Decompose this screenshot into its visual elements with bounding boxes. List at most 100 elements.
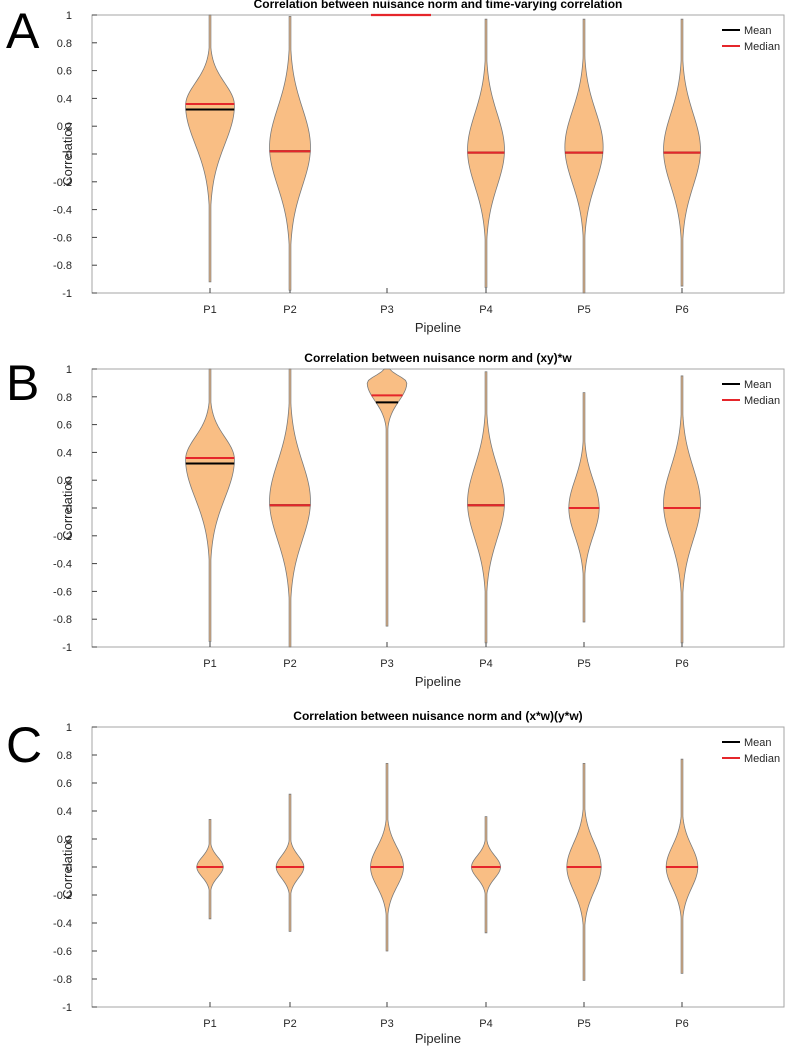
y-axis-label: Correlation [60, 476, 75, 540]
x-tick-label: P6 [675, 658, 688, 670]
y-tick-label: 0.4 [57, 806, 72, 818]
legend-median-label: Median [744, 753, 780, 765]
y-axis-label: Correlation [60, 835, 75, 899]
y-tick-label: -0.6 [53, 232, 72, 244]
y-tick-label: 0 [66, 149, 72, 161]
y-tick-label: 1 [66, 364, 72, 376]
y-tick-label: -1 [62, 288, 72, 300]
violin-p2 [269, 368, 311, 648]
x-tick-label: P3 [380, 304, 393, 316]
y-axis-label: Correlation [60, 122, 75, 186]
violin-p1 [196, 819, 224, 920]
violin-p3 [370, 763, 404, 952]
violin-p6 [663, 18, 701, 287]
legend: Mean Median [722, 25, 780, 53]
y-tick-label: -0.4 [53, 918, 72, 930]
violin-p4 [467, 18, 505, 288]
chart-title: Correlation between nuisance norm and (x… [293, 709, 582, 723]
y-tick-label: -0.6 [53, 946, 72, 958]
violin-body [275, 793, 305, 932]
x-tick-label: P5 [577, 1018, 590, 1030]
x-tick-label: P3 [380, 658, 393, 670]
violin-p5 [564, 18, 604, 294]
y-tick-label: 0.4 [57, 447, 72, 459]
y-tick-label: 0.8 [57, 750, 72, 762]
violin-p4 [467, 371, 505, 644]
violin-p2 [269, 15, 311, 291]
violin-body [467, 371, 505, 644]
chart-panel-c: C Correlation between nuisance norm and (… [6, 709, 785, 1046]
y-tick-label: 0.6 [57, 778, 72, 790]
y-tick-label: 0.6 [57, 66, 72, 78]
violin-body [366, 368, 408, 627]
violin-body [564, 18, 604, 294]
x-tick-label: P4 [479, 658, 492, 670]
x-tick-label: P1 [203, 304, 216, 316]
violin-p5 [566, 763, 602, 981]
y-tick-label: 0.2 [57, 834, 72, 846]
x-tick-label: P4 [479, 304, 492, 316]
y-tick-label: -0.4 [53, 559, 72, 571]
chart-title: Correlation between nuisance norm and (x… [304, 351, 572, 365]
y-tick-label: -1 [62, 642, 72, 654]
violin-body [269, 15, 311, 291]
x-tick-label: P2 [283, 304, 296, 316]
y-tick-label: 0.2 [57, 121, 72, 133]
y-tick-label: -0.8 [53, 614, 72, 626]
y-tick-label: -1 [62, 1002, 72, 1014]
y-tick-label: 0 [66, 503, 72, 515]
chart-panel-b: B Correlation between nuisance norm and (… [6, 351, 785, 689]
y-tick-label: 0.8 [57, 38, 72, 50]
y-tick-label: -0.2 [53, 177, 72, 189]
x-axis-label: Pipeline [415, 320, 461, 335]
x-axis-label: Pipeline [415, 1031, 461, 1046]
legend-mean-label: Mean [744, 379, 772, 391]
violin-p1 [185, 368, 235, 642]
y-tick-label: 1 [66, 10, 72, 22]
legend-mean-label: Mean [744, 737, 772, 749]
violin-body [471, 816, 501, 934]
violin-body [370, 763, 404, 952]
y-tick-label: -0.2 [53, 531, 72, 543]
x-axis-label: Pipeline [415, 674, 461, 689]
violin-body [269, 368, 311, 648]
violin-p6 [665, 758, 699, 974]
y-tick-label: -0.2 [53, 890, 72, 902]
x-tick-label: P6 [675, 1018, 688, 1030]
x-tick-label: P2 [283, 1018, 296, 1030]
y-tick-label: -0.6 [53, 586, 72, 598]
x-tick-label: P2 [283, 658, 296, 670]
violin-body [566, 763, 602, 981]
violin-body [185, 14, 235, 283]
chart-panel-a: A Correlation between nuisance norm and t… [6, 0, 785, 335]
y-tick-label: 0.2 [57, 475, 72, 487]
legend: Mean Median [722, 379, 780, 407]
violin-body [185, 368, 235, 642]
x-tick-label: P3 [380, 1018, 393, 1030]
y-tick-label: 0 [66, 862, 72, 874]
violin-body [196, 819, 224, 920]
violin-p3 [366, 368, 408, 627]
chart-title: Correlation between nuisance norm and ti… [254, 0, 623, 11]
violin-p4 [471, 816, 501, 934]
x-tick-label: P5 [577, 304, 590, 316]
y-tick-label: -0.8 [53, 260, 72, 272]
x-tick-label: P4 [479, 1018, 492, 1030]
y-tick-label: 0.8 [57, 392, 72, 404]
violin-p6 [663, 375, 701, 644]
panel-letter: B [6, 355, 39, 411]
legend-median-label: Median [744, 395, 780, 407]
panel-letter: A [6, 3, 40, 59]
x-tick-label: P5 [577, 658, 590, 670]
y-tick-label: 1 [66, 722, 72, 734]
y-tick-label: -0.4 [53, 205, 72, 217]
violin-p5 [568, 392, 600, 623]
x-tick-label: P6 [675, 304, 688, 316]
panel-letter: C [6, 717, 42, 773]
legend-median-label: Median [744, 41, 780, 53]
legend-mean-label: Mean [744, 25, 772, 37]
legend: Mean Median [722, 737, 780, 765]
y-tick-label: 0.6 [57, 420, 72, 432]
y-tick-label: 0.4 [57, 93, 72, 105]
